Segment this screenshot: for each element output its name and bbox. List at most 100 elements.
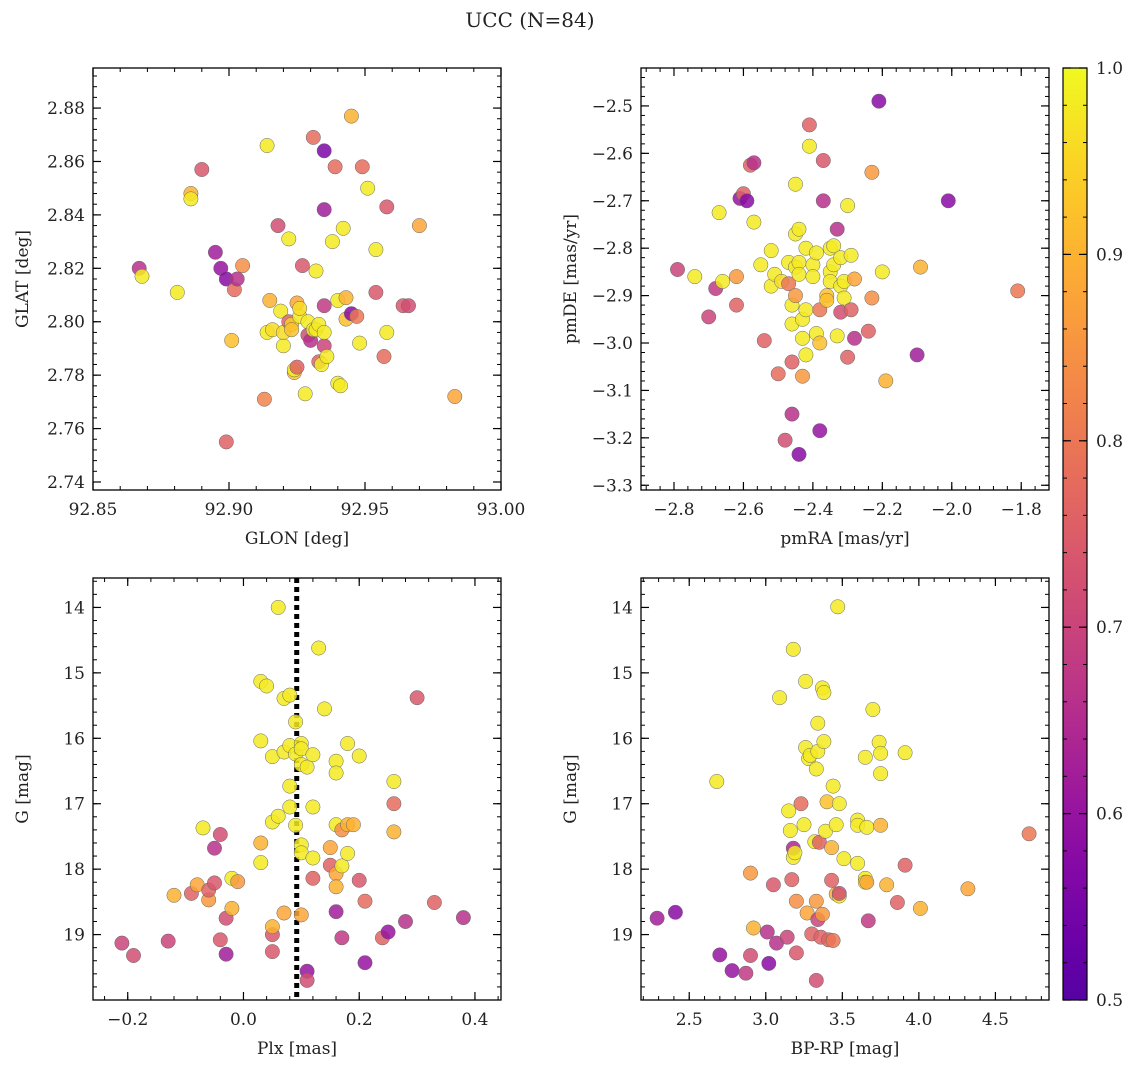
scatter-point <box>859 819 875 835</box>
scatter-point <box>322 840 338 856</box>
scatter-point <box>871 93 887 109</box>
scatter-point <box>335 220 351 236</box>
scatter-point <box>376 349 392 364</box>
scatter-point <box>816 734 832 750</box>
scatter-point <box>207 875 222 891</box>
x-tick-label: 3.0 <box>752 1010 779 1030</box>
scatter-point <box>340 845 356 861</box>
scatter-point <box>299 972 315 988</box>
scatter-point <box>409 690 425 706</box>
scatter-point <box>288 817 304 833</box>
scatter-point <box>357 893 373 909</box>
scatter-point <box>343 108 359 124</box>
panel-top-right: −2.8 −2.6 −2.4 −2.2 −2.0 −1.8 −3.3 −3.2 −3.1 −3.0… <box>561 67 1050 549</box>
scatter-point <box>351 872 367 888</box>
x-tick-label: −0.2 <box>107 1010 148 1030</box>
scatter-point <box>293 907 309 923</box>
scatter-point <box>824 872 840 888</box>
scatter-point <box>324 234 340 250</box>
colorbar-tick-label: 0.7 <box>1096 618 1123 638</box>
scatter-point <box>256 391 272 407</box>
scatter-point <box>724 963 740 979</box>
scatter-point <box>739 193 755 209</box>
scatter-point <box>398 914 413 929</box>
scatter-point <box>351 748 367 764</box>
scatter-point <box>847 330 862 346</box>
scatter-point <box>779 929 795 945</box>
scatter-point <box>349 308 365 324</box>
scatter-point <box>847 271 862 287</box>
scatter-point <box>649 910 665 926</box>
scatter-point <box>873 817 889 833</box>
scatter-point <box>810 715 826 731</box>
y-tick-label: 17 <box>63 795 85 815</box>
scatter-point <box>860 913 876 929</box>
colorbar-tick-label: 1.0 <box>1096 59 1123 79</box>
scatter-point <box>288 714 304 730</box>
scatter-point <box>709 774 725 789</box>
scatter-point <box>368 284 384 300</box>
scatter-point <box>667 904 683 920</box>
scatter-point <box>824 840 840 856</box>
scatter-point <box>784 872 800 888</box>
panels: 92.85 92.90 92.95 93.00 2.74 2.76 2.78 2.80 2.82… <box>13 67 1050 1059</box>
y-tick-label: −3.1 <box>592 381 633 401</box>
scatter-point <box>897 745 913 761</box>
colorbar-tick-label: 0.5 <box>1096 991 1123 1011</box>
scatter-point <box>801 138 817 154</box>
scatter-point <box>761 955 777 971</box>
scatter-point <box>772 690 788 706</box>
scatter-point <box>738 965 754 981</box>
colorbar: 0.5 0.6 0.7 0.8 0.9 1.0 <box>1062 59 1123 1011</box>
scatter-point <box>819 292 835 308</box>
x-tick-label: 4.0 <box>905 1010 932 1030</box>
scatter-point <box>126 948 141 963</box>
scatter-point <box>229 271 245 287</box>
scatter-point <box>166 887 182 903</box>
scatter-point <box>379 199 395 215</box>
x-tick-label: 92.90 <box>205 500 254 520</box>
figure-title: UCC (N=84) <box>465 8 594 32</box>
scatter-point <box>840 349 856 365</box>
x-axis-label: Plx [mas] <box>257 1039 337 1059</box>
y-tick-label: 2.78 <box>47 366 85 386</box>
scatter-point <box>711 205 727 221</box>
scatter-point <box>860 323 876 339</box>
y-tick-label: 17 <box>611 795 633 815</box>
x-axis-label: GLON [deg] <box>245 529 349 549</box>
scatter-point <box>334 930 350 946</box>
scatter-point <box>874 264 890 280</box>
scatter-point <box>788 176 803 192</box>
scatter-point <box>815 153 831 168</box>
scatter-point <box>212 932 228 948</box>
scatter-point <box>830 599 846 615</box>
scatter-point <box>743 865 758 881</box>
scatter-points <box>670 93 1026 462</box>
scatter-point <box>670 262 685 277</box>
x-tick-label: −1.8 <box>1001 500 1042 520</box>
scatter-point <box>195 820 211 836</box>
x-tick-label: 0.2 <box>346 1010 373 1030</box>
scatter-point <box>316 298 332 314</box>
axes-frame <box>640 577 1050 1001</box>
scatter-point <box>712 947 728 963</box>
panel-bottom-left: −0.2 0.0 0.2 0.4 14 15 16 17 18 19 Plx [mas] G [mag… <box>13 577 502 1059</box>
y-tick-label: 16 <box>611 729 633 749</box>
scatter-point <box>305 129 321 145</box>
scatter-point <box>729 269 744 285</box>
scatter-point <box>788 288 803 304</box>
y-tick-label: 14 <box>63 598 85 618</box>
scatter-point <box>253 855 269 871</box>
y-tick-label: 2.74 <box>47 473 85 493</box>
scatter-point <box>305 850 321 866</box>
scatter-point <box>386 824 402 840</box>
scatter-point <box>292 300 308 316</box>
panel-bottom-right: 2.5 3.0 3.5 4.0 4.5 14 15 16 17 18 19 BP-RP [mag] G … <box>561 577 1050 1059</box>
scatter-point <box>401 298 416 314</box>
scatter-point <box>224 332 240 348</box>
scatter-point <box>360 180 376 196</box>
panel-top-left: 92.85 92.90 92.95 93.00 2.74 2.76 2.78 2.80 2.82… <box>13 67 525 549</box>
scatter-point <box>759 924 775 940</box>
scatter-point <box>426 895 442 910</box>
y-tick-label: 2.80 <box>47 313 85 333</box>
